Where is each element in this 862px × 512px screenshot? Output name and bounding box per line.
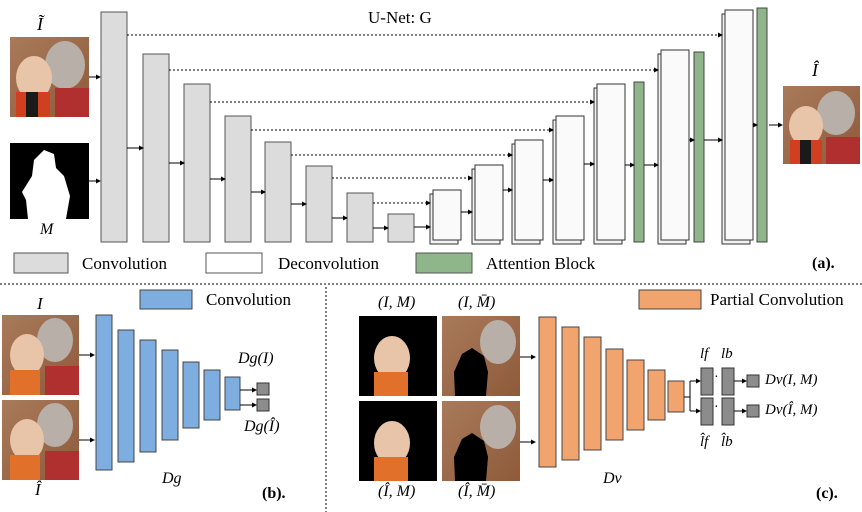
attention-block-2 [693,51,705,243]
dv-real-output-label: Dv(I, M) [765,372,818,388]
photo-fake-inv-mask-c [442,401,520,481]
mask-image [10,143,89,219]
photo-real-masked-c [359,316,437,396]
feature-lb-hat [721,397,735,426]
photo-real-b [2,315,79,395]
deconv-block-4 [555,115,585,241]
dv-partial-conv-block-3 [583,336,602,451]
discriminator-g-blocks [95,314,241,471]
dg-label: Dg [162,470,182,487]
img-real-mask-label: (I, M) [378,294,416,311]
deconv-block-6 [660,49,690,241]
dg-conv-block-2 [117,329,135,463]
legend-convolution-blue-label: Convolution [206,290,292,309]
dg-conv-block-7 [224,376,241,411]
dot-bottom: · [714,400,719,415]
legend-partial-conv-label: Partial Convolution [710,290,844,309]
photo-fake-masked-c [359,401,437,481]
legend-convolution-blue-swatch [139,289,193,310]
conv-block-4 [224,115,252,243]
conv-block-5 [264,141,292,243]
deconv-block-7 [724,9,754,241]
lb-hat-label: l̂b [721,434,733,450]
conv-block-1 [100,11,128,243]
lf-hat-label: l̂f [700,434,709,450]
dg-fake-output-label: Dg(Î) [244,418,280,435]
attention-block-3 [756,7,768,243]
feature-lf-hat [700,397,714,426]
legend-convolution-label: Convolution [82,254,168,273]
dg-conv-block-1 [95,314,113,471]
dg-conv-block-6 [203,369,221,421]
skip-connections [127,32,723,206]
dg-output-fake [256,398,270,412]
dg-output-real [256,382,270,396]
lf-label: lf [700,346,709,362]
panel-c-label: (c). [816,485,838,502]
dg-real-output-label: Dg(I) [238,350,274,367]
dv-partial-conv-block-2 [561,326,580,461]
dot-top: · [714,370,719,385]
conv-block-2 [142,53,170,243]
dg-conv-block-4 [161,349,179,441]
attention-block-1 [633,81,645,243]
input-image-label: Ĩ [37,14,43,34]
lb-label: lb [721,346,733,362]
conv-block-6 [305,165,333,243]
img-real-invmask-label: (I, M̄) [458,294,496,311]
deconv-block-1 [432,189,462,241]
feature-lb [721,367,735,396]
deconv-block-5 [596,83,626,241]
deconv-block-3 [514,139,544,241]
legend-partial-conv-swatch [638,289,702,310]
input-real-label: I [37,294,43,313]
img-fake-mask-label: (Î, M) [378,483,416,500]
legend-attention-label: Attention Block [486,254,596,273]
legend-deconvolution-swatch [205,252,263,274]
output-photo [783,86,860,164]
conv-block-8 [387,213,415,243]
conv-block-3 [183,83,211,243]
dv-label: Dv [603,470,622,487]
unet-decoder [414,7,768,245]
dv-partial-conv-block-4 [605,348,624,441]
photo-fake-b [2,400,79,480]
feature-lf [700,367,714,396]
input-masked-photo [10,37,89,117]
panel-b-label: (b). [262,485,286,502]
unet-encoder [100,11,415,243]
photo-real-inv-mask-c [442,316,520,396]
panel-a-label: (a). [812,255,835,272]
dv-partial-conv-block-6 [647,369,666,421]
legend-deconvolution-label: Deconvolution [278,254,380,273]
deconv-block-2 [474,164,504,241]
legend-attention-swatch [415,252,473,274]
dg-conv-block-5 [182,361,200,429]
dv-output-real [746,374,760,388]
input-fake-label: Î [35,480,41,499]
dv-output-fake [746,404,760,418]
conv-block-7 [346,192,374,243]
img-fake-invmask-label: (Î, M̄) [458,483,496,500]
discriminator-v-blocks [538,316,685,468]
dv-partial-conv-block-7 [667,380,685,413]
mask-label: M [40,221,54,238]
unet-title: U-Net: G [368,8,432,27]
dv-partial-conv-block-1 [538,316,557,468]
legend-convolution-swatch [13,252,69,274]
dv-fake-output-label: Dv(Î, M) [765,402,818,418]
dg-conv-block-3 [139,339,157,453]
dv-partial-conv-block-5 [626,359,645,431]
output-image-label: Î [812,60,818,80]
